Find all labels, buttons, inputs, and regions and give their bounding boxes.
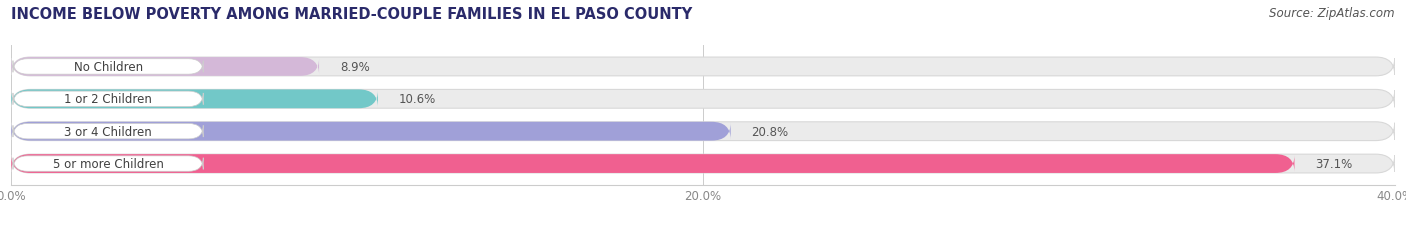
Text: 20.8%: 20.8% — [751, 125, 789, 138]
Text: 5 or more Children: 5 or more Children — [52, 157, 163, 170]
Text: 3 or 4 Children: 3 or 4 Children — [65, 125, 152, 138]
FancyBboxPatch shape — [11, 122, 731, 141]
FancyBboxPatch shape — [11, 90, 1395, 109]
FancyBboxPatch shape — [13, 92, 204, 107]
Text: 1 or 2 Children: 1 or 2 Children — [65, 93, 152, 106]
Text: Source: ZipAtlas.com: Source: ZipAtlas.com — [1270, 7, 1395, 20]
FancyBboxPatch shape — [13, 156, 204, 171]
Text: 10.6%: 10.6% — [399, 93, 436, 106]
FancyBboxPatch shape — [11, 58, 1395, 76]
FancyBboxPatch shape — [13, 124, 204, 139]
FancyBboxPatch shape — [11, 155, 1295, 173]
FancyBboxPatch shape — [11, 58, 319, 76]
Text: 37.1%: 37.1% — [1315, 157, 1353, 170]
Text: 8.9%: 8.9% — [340, 61, 370, 74]
FancyBboxPatch shape — [13, 60, 204, 75]
FancyBboxPatch shape — [11, 90, 378, 109]
FancyBboxPatch shape — [11, 122, 1395, 141]
FancyBboxPatch shape — [11, 155, 1395, 173]
Text: No Children: No Children — [73, 61, 142, 74]
Text: INCOME BELOW POVERTY AMONG MARRIED-COUPLE FAMILIES IN EL PASO COUNTY: INCOME BELOW POVERTY AMONG MARRIED-COUPL… — [11, 7, 693, 22]
